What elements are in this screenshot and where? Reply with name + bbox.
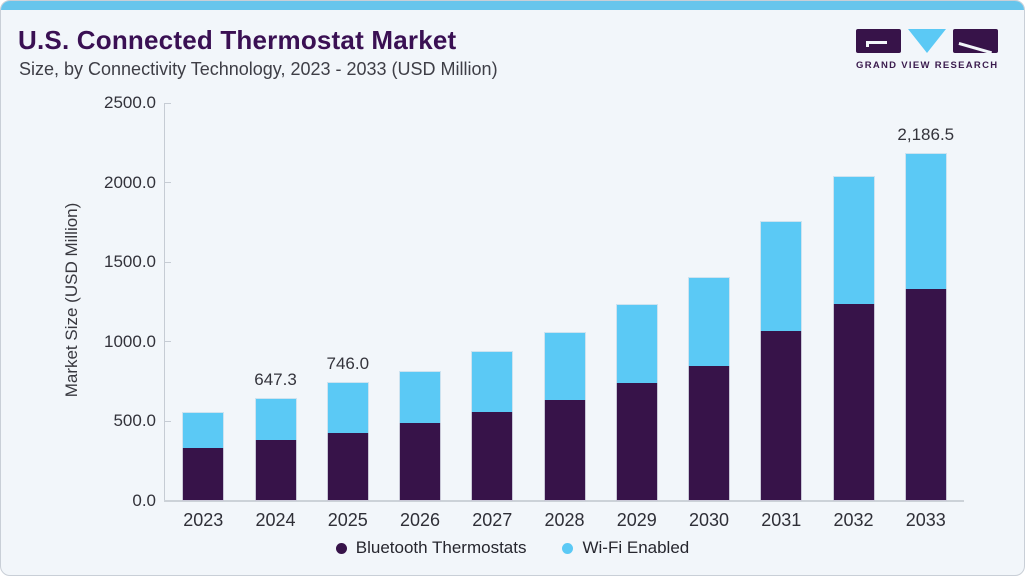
x-tick-label: 2031 (761, 510, 802, 530)
x-tick-label: 2027 (472, 510, 513, 530)
x-tick-label: 2023 (183, 510, 224, 530)
bar-segment-bluetooth (688, 365, 731, 501)
y-tick-label: 2500.0 (104, 93, 156, 112)
plot-area: 2023 2024 647.3 2025 746.0 2026 2027 2028 2029 20… (164, 103, 964, 530)
bar-group-2033 (904, 152, 947, 501)
bluetooth-legend-marker-icon (335, 542, 347, 554)
bar-group-2031 (760, 220, 803, 501)
bar-segment-wifi (326, 382, 369, 433)
y-tick-label: 0.0 (132, 491, 156, 510)
bar-segment-bluetooth (832, 303, 875, 501)
bar-value-label: 2,186.5 (897, 124, 955, 144)
legend-item-wifi: Wi-Fi Enabled (562, 538, 689, 558)
x-tick-label: 2026 (400, 510, 441, 530)
bar-segment-wifi (399, 371, 442, 423)
y-tick-label: 2000.0 (104, 172, 156, 192)
y-tick-mark (164, 261, 171, 263)
gvr-logo-marks (856, 29, 998, 54)
y-tick-label: 500.0 (113, 411, 156, 431)
bar-value-label: 746.0 (326, 354, 370, 374)
bar-segment-bluetooth (399, 423, 442, 501)
bar-group-2025 (326, 382, 369, 501)
bar-segment-wifi (182, 411, 225, 448)
logo-r-icon (953, 29, 998, 54)
legend-label: Wi-Fi Enabled (582, 538, 690, 557)
bar-segment-wifi (471, 351, 514, 412)
x-tick-label: 2028 (544, 510, 585, 530)
y-tick-mark (164, 420, 171, 422)
bar-value-label: 647.3 (254, 369, 297, 389)
x-axis-line (164, 500, 964, 502)
y-tick-label: 1500.0 (104, 252, 156, 272)
y-axis-line (164, 103, 165, 501)
bar-group-2024 (254, 397, 297, 501)
logo-v-triangle-icon (908, 29, 946, 53)
bar-segment-bluetooth (326, 432, 369, 501)
bar-group-2032 (832, 176, 875, 501)
bar-group-2027 (471, 351, 514, 501)
x-tick-label: 2032 (833, 510, 874, 530)
legend-item-bluetooth: Bluetooth Thermostats (335, 538, 527, 558)
wifi-legend-marker-icon (562, 542, 574, 554)
x-tick-label: 2029 (616, 510, 657, 530)
chart-subtitle: Size, by Connectivity Technology, 2023 -… (19, 59, 498, 79)
gvr-logo: GRAND VIEW RESEARCH (856, 29, 998, 71)
bar-segment-wifi (832, 176, 875, 304)
bar-segment-bluetooth (182, 447, 225, 501)
legend-label: Bluetooth Thermostats (355, 538, 527, 557)
x-tick-label: 2024 (255, 510, 296, 530)
bar-segment-wifi (543, 332, 586, 400)
y-tick-mark (164, 341, 171, 343)
bar-segment-wifi (688, 277, 731, 366)
y-tick-label: 1000.0 (104, 331, 156, 351)
bar-group-2028 (543, 332, 586, 501)
y-tick-mark (164, 102, 171, 104)
x-tick-label: 2033 (905, 510, 946, 530)
bar-segment-bluetooth (543, 399, 586, 501)
bar-group-2029 (615, 304, 658, 501)
bar-segment-wifi (760, 220, 803, 332)
y-tick-mark (164, 182, 171, 184)
x-tick-label: 2030 (689, 510, 730, 530)
bar-segment-bluetooth (471, 411, 514, 501)
top-accent-bar (1, 1, 1024, 10)
bar-segment-wifi (615, 304, 658, 384)
bar-segment-bluetooth (904, 289, 947, 501)
x-tick-label: 2025 (327, 510, 368, 530)
bar-group-2030 (688, 277, 731, 501)
bar-group-2023 (182, 411, 225, 501)
bar-segment-wifi (254, 397, 297, 440)
y-axis: 0.0 500.0 1000.0 1500.0 2000.0 2500.0 (1, 93, 171, 510)
logo-g-icon (856, 29, 901, 53)
legend: Bluetooth Thermostats Wi-Fi Enabled (1, 538, 1024, 558)
bar-segment-bluetooth (615, 383, 658, 501)
logo-text: GRAND VIEW RESEARCH (856, 60, 999, 71)
bar-segment-bluetooth (760, 331, 803, 501)
chart-title: U.S. Connected Thermostat Market (18, 25, 457, 55)
bar-group-2026 (399, 371, 442, 501)
bar-segment-bluetooth (254, 439, 297, 501)
bar-segment-wifi (904, 152, 947, 290)
